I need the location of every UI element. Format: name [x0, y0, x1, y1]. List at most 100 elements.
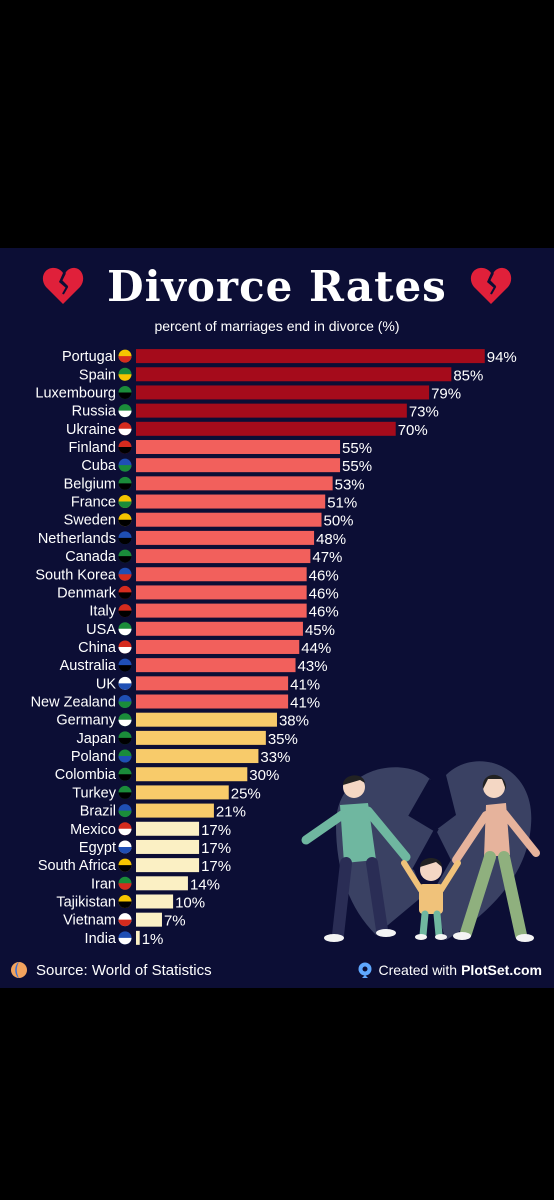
italy-flag-icon	[118, 604, 132, 618]
value-label: 50%	[324, 513, 354, 530]
bar-uk	[136, 676, 289, 691]
category-label: USA	[86, 622, 116, 638]
bar-belgium	[136, 476, 333, 491]
cuba-flag-icon	[118, 458, 132, 472]
value-label: 48%	[316, 531, 346, 548]
created-prefix: Created with	[378, 962, 458, 978]
bar-tajikistan	[136, 894, 174, 909]
category-label: Russia	[72, 404, 117, 420]
category-label: Germany	[56, 713, 116, 729]
created-brand[interactable]: PlotSet.com	[461, 962, 542, 978]
created-with: Created with PlotSet.com	[357, 962, 542, 978]
value-label: 38%	[279, 713, 309, 730]
bar-ukraine	[136, 421, 396, 436]
spain-flag-icon	[118, 367, 132, 381]
broken-heart-icon	[470, 267, 512, 304]
india-flag-icon	[118, 931, 132, 945]
category-label: Poland	[71, 749, 116, 765]
bar-iran	[136, 876, 188, 891]
uk-flag-icon	[118, 676, 132, 690]
value-label: 10%	[175, 894, 205, 911]
value-label: 21%	[216, 804, 246, 821]
vietnam-flag-icon	[118, 913, 132, 927]
category-label: Brazil	[80, 804, 116, 820]
category-label: South Africa	[38, 858, 117, 874]
value-label: 46%	[309, 585, 339, 602]
category-label: Ukraine	[66, 422, 116, 438]
category-label: Cuba	[81, 458, 117, 474]
value-label: 55%	[342, 440, 372, 457]
chart-title: Divorce Rates	[107, 261, 447, 311]
value-label: 94%	[487, 349, 517, 366]
category-label: Colombia	[55, 767, 117, 783]
russia-flag-icon	[118, 404, 132, 418]
value-label: 33%	[260, 749, 290, 766]
mexico-flag-icon	[118, 822, 132, 836]
value-label: 17%	[201, 822, 231, 839]
category-label: Sweden	[64, 513, 116, 529]
category-label: Belgium	[64, 476, 116, 492]
bar-italy	[136, 603, 307, 618]
category-label: Canada	[65, 549, 117, 565]
value-label: 41%	[290, 695, 320, 712]
value-label: 46%	[309, 604, 339, 621]
footer: Source: World of Statistics Created with…	[0, 955, 554, 985]
value-label: 14%	[190, 876, 220, 893]
broken-heart-icon	[43, 267, 84, 304]
value-label: 73%	[409, 404, 439, 421]
bar-canada	[136, 549, 311, 564]
bar-portugal	[136, 349, 485, 364]
germany-flag-icon	[118, 713, 132, 727]
usa-flag-icon	[118, 622, 132, 636]
new-zealand-flag-icon	[118, 695, 132, 709]
bar-brazil	[136, 803, 214, 818]
value-label: 55%	[342, 458, 372, 475]
bar-spain	[136, 367, 452, 382]
value-label: 51%	[327, 495, 357, 512]
value-label: 45%	[305, 622, 335, 639]
category-label: Portugal	[62, 349, 116, 365]
bar-india	[136, 930, 140, 945]
value-label: 43%	[298, 658, 328, 675]
category-label: France	[71, 495, 116, 511]
category-label: Finland	[68, 440, 116, 456]
category-label: UK	[96, 676, 116, 692]
value-label: 17%	[201, 840, 231, 857]
source-text: Source: World of Statistics	[36, 961, 212, 979]
bar-colombia	[136, 767, 248, 782]
bar-finland	[136, 439, 341, 454]
category-label: India	[85, 931, 117, 947]
category-label: Spain	[79, 367, 116, 383]
south-africa-flag-icon	[118, 858, 132, 872]
value-label: 85%	[453, 367, 483, 384]
category-label: Netherlands	[38, 531, 116, 547]
belgium-flag-icon	[118, 476, 132, 490]
value-label: 47%	[312, 549, 342, 566]
title-row: Divorce Rates	[0, 258, 554, 314]
category-label: Italy	[89, 604, 116, 620]
chart-subtitle: percent of marriages end in divorce (%)	[154, 318, 400, 334]
poland-flag-icon	[118, 749, 132, 763]
bar-russia	[136, 403, 407, 418]
bar-south-korea	[136, 567, 307, 582]
sweden-flag-icon	[118, 513, 132, 527]
value-label: 30%	[249, 767, 279, 784]
value-label: 25%	[231, 785, 261, 802]
plotset-logo-icon	[358, 962, 371, 978]
value-label: 79%	[431, 385, 461, 402]
france-flag-icon	[118, 495, 132, 509]
ukraine-flag-icon	[118, 422, 132, 436]
egypt-flag-icon	[118, 840, 132, 854]
category-label: Egypt	[79, 840, 116, 856]
bar-south-africa	[136, 858, 200, 873]
value-label: 53%	[335, 476, 365, 493]
bar-sweden	[136, 512, 322, 527]
category-label: South Korea	[35, 567, 117, 583]
value-label: 44%	[301, 640, 331, 657]
bar-vietnam	[136, 912, 162, 927]
bar-denmark	[136, 585, 307, 600]
category-label: Japan	[76, 731, 116, 747]
category-label: Australia	[60, 658, 117, 674]
value-label: 70%	[398, 422, 428, 439]
category-label: Vietnam	[63, 913, 116, 929]
